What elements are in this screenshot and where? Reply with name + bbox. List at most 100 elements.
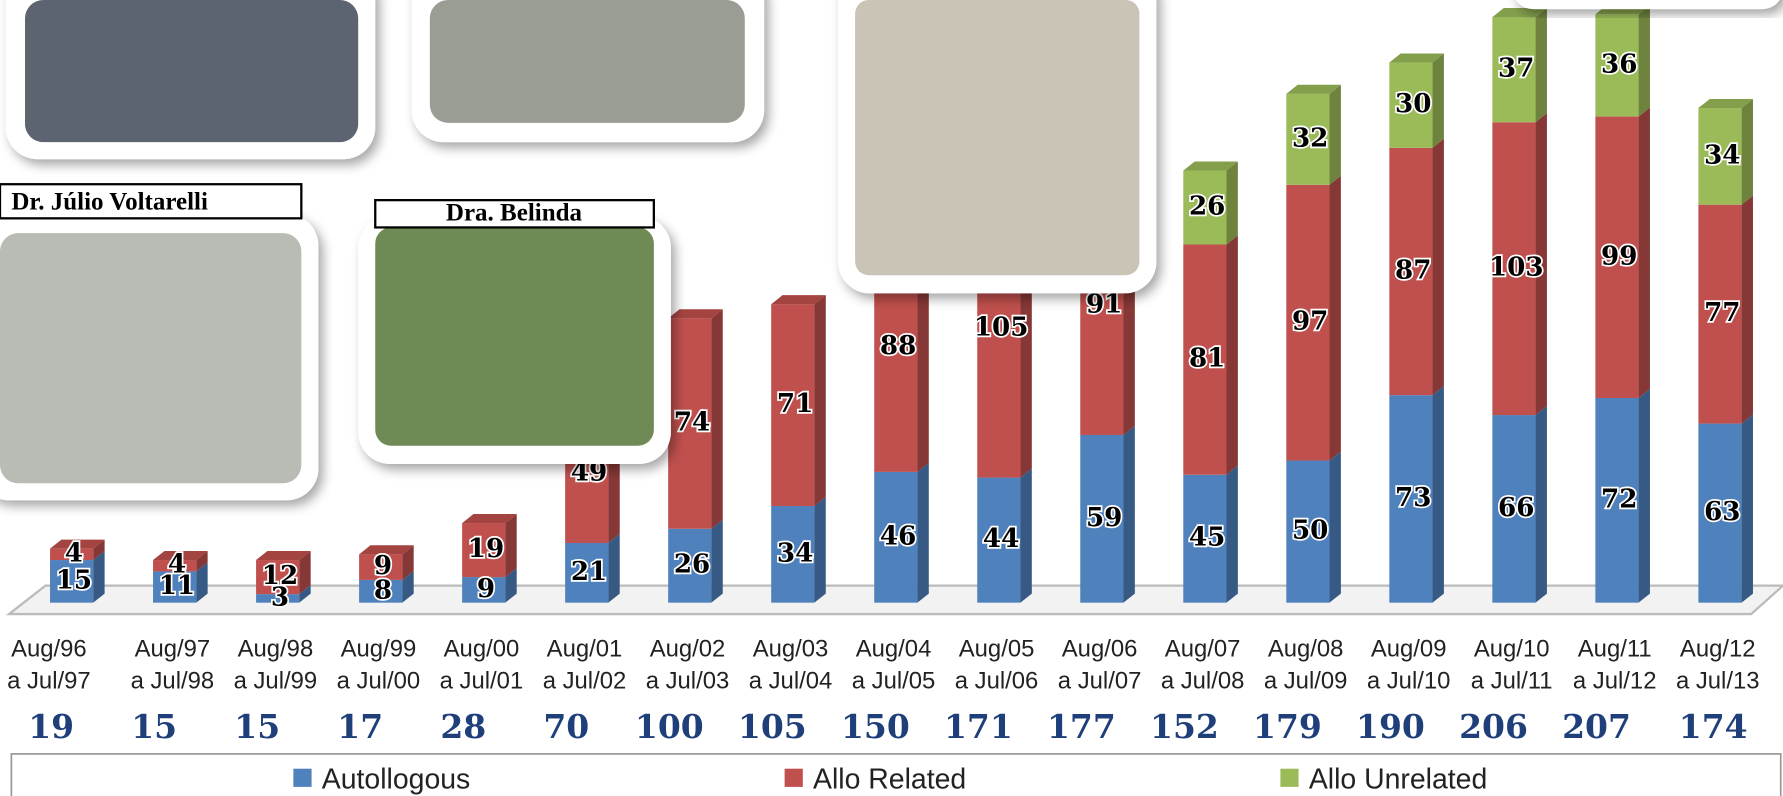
x-tick-label: a Jul/97 <box>7 668 91 695</box>
photo <box>855 0 1139 275</box>
bar-side <box>1433 53 1444 147</box>
data-label: 34 <box>777 537 813 568</box>
photo <box>0 233 301 483</box>
data-label: 71 <box>777 388 813 419</box>
data-label: 97 <box>1292 306 1328 337</box>
bar-side <box>814 497 825 603</box>
photo <box>430 0 745 123</box>
data-label: 9 <box>374 550 392 581</box>
data-label: 87 <box>1395 254 1431 285</box>
data-label: 36 <box>1601 48 1637 79</box>
x-tick-label: a Jul/10 <box>1367 668 1451 695</box>
bar-side <box>1123 426 1134 603</box>
data-label: 81 <box>1189 343 1225 374</box>
total-label: 206 <box>1459 707 1528 746</box>
bar-side <box>1742 99 1753 205</box>
data-label: 99 <box>1601 240 1637 271</box>
bar-side <box>814 295 825 506</box>
bar-side <box>1330 85 1341 185</box>
data-label: 77 <box>1704 297 1740 328</box>
x-tick-label: a Jul/11 <box>1471 668 1553 695</box>
total-label: 179 <box>1253 707 1322 746</box>
photo-caption: Dr. Júlio Voltarelli <box>11 188 208 215</box>
bar-side <box>1639 389 1650 603</box>
bar-side <box>1330 451 1341 602</box>
x-tick-label: a Jul/04 <box>749 668 833 695</box>
chart: 1541143128991921492674347146884410559914… <box>0 0 1783 796</box>
total-label: 207 <box>1562 707 1631 746</box>
data-label: 15 <box>56 564 92 595</box>
data-label: 30 <box>1395 88 1431 119</box>
x-tick-label: Aug/02 <box>650 636 726 663</box>
x-tick-label: a Jul/08 <box>1161 668 1245 695</box>
bar-side <box>1639 107 1650 398</box>
data-label: 44 <box>983 523 1019 554</box>
photo-caption: Dra. Belinda <box>446 200 583 227</box>
data-label: 73 <box>1395 482 1431 513</box>
data-label: 4 <box>65 537 83 568</box>
x-tick-label: Aug/00 <box>444 636 520 663</box>
x-tick-label: a Jul/06 <box>955 668 1039 695</box>
total-label: 174 <box>1679 707 1748 746</box>
bar-side <box>1226 235 1237 474</box>
bar-side <box>608 534 619 603</box>
bar-side <box>1226 466 1237 603</box>
total-label: 190 <box>1356 707 1425 746</box>
legend-swatch <box>785 769 803 787</box>
bottom: Aug/96 a Jul/97 19 Aug/97 a Jul/98 15 Aug/98 a … <box>7 636 1781 796</box>
total-label: 17 <box>337 707 383 746</box>
total-label: 28 <box>440 707 486 746</box>
legend-label: Autollogous <box>322 764 470 796</box>
x-tick-label: Aug/12 <box>1680 636 1756 663</box>
total-label: 70 <box>543 707 589 746</box>
data-label: 9 <box>477 573 495 604</box>
total-label: 177 <box>1047 707 1116 746</box>
x-tick-label: Aug/01 <box>547 636 623 663</box>
x-tick-label: Aug/07 <box>1165 636 1241 663</box>
x-tick-label: Aug/98 <box>238 636 314 663</box>
x-tick-label: a Jul/98 <box>131 668 215 695</box>
data-label: 26 <box>674 549 710 580</box>
data-label: 74 <box>674 407 710 438</box>
x-tick-label: Aug/99 <box>341 636 417 663</box>
data-label: 19 <box>468 533 504 564</box>
data-label: 37 <box>1498 53 1534 84</box>
data-label: 46 <box>880 520 916 551</box>
x-tick-label: Aug/11 <box>1578 636 1652 663</box>
x-tick-label: a Jul/09 <box>1264 668 1348 695</box>
total-label: 19 <box>28 707 74 746</box>
bar-side <box>1433 386 1444 603</box>
photo-frame <box>1512 0 1783 9</box>
x-tick-label: a Jul/13 <box>1676 668 1760 695</box>
data-label: 63 <box>1704 496 1740 527</box>
x-tick-label: Aug/97 <box>135 636 211 663</box>
data-label: 32 <box>1292 122 1328 153</box>
x-tick-label: Aug/10 <box>1474 636 1550 663</box>
x-tick-label: Aug/96 <box>11 636 87 663</box>
x-tick-label: a Jul/01 <box>440 668 524 695</box>
data-label: 45 <box>1189 522 1225 553</box>
bar-side <box>93 551 104 603</box>
x-tick-label: a Jul/00 <box>337 668 421 695</box>
legend-swatch <box>293 769 311 787</box>
total-label: 15 <box>131 707 177 746</box>
x-tick-label: a Jul/99 <box>234 668 318 695</box>
bar-side <box>1639 5 1650 116</box>
data-label: 66 <box>1498 492 1534 523</box>
x-tick-label: a Jul/07 <box>1058 668 1142 695</box>
data-label: 88 <box>880 330 916 361</box>
data-label: 103 <box>1489 252 1544 283</box>
data-label: 34 <box>1704 139 1740 170</box>
x-tick-label: Aug/03 <box>753 636 829 663</box>
bar-side <box>1536 8 1547 122</box>
data-label: 59 <box>1086 502 1122 533</box>
total-label: 171 <box>944 707 1013 746</box>
data-label: 12 <box>262 560 298 591</box>
total-label: 15 <box>234 707 280 746</box>
bar-side <box>917 463 928 603</box>
data-label: 26 <box>1189 191 1225 222</box>
total-label: 100 <box>635 707 704 746</box>
x-tick-label: Aug/06 <box>1062 636 1138 663</box>
total-label: 105 <box>738 707 807 746</box>
total-label: 152 <box>1150 707 1219 746</box>
